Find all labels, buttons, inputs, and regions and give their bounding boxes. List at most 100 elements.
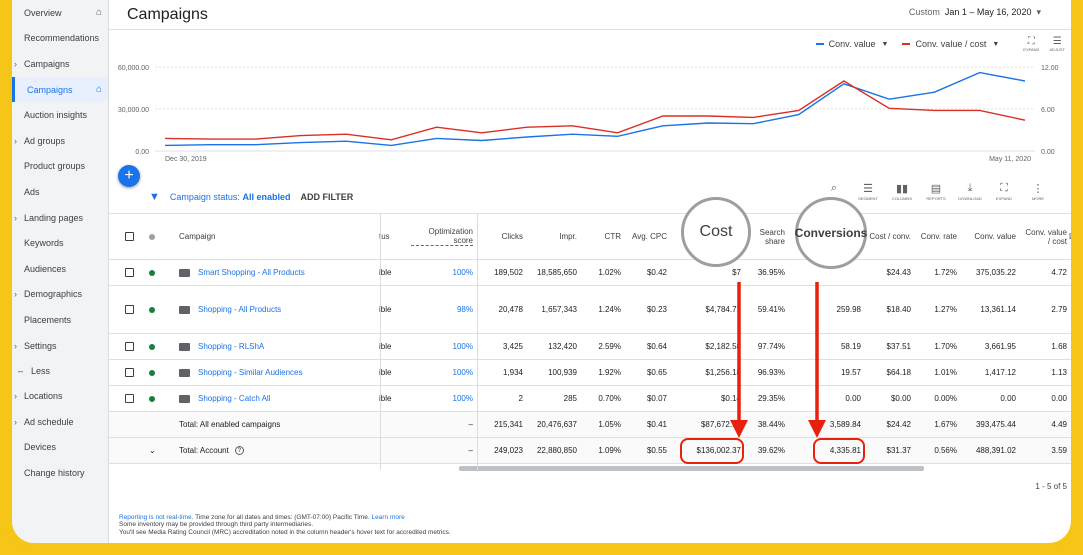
sidebar-item[interactable]: Settings bbox=[12, 333, 108, 359]
y-right-tick-label: 12.00 bbox=[1041, 65, 1059, 72]
toolbar-download-button[interactable]: ⤓ DOWNLOAD bbox=[953, 182, 987, 201]
sidebar-item[interactable]: Placements bbox=[12, 307, 108, 333]
campaign-name-link[interactable]: Shopping - Similar Audiences bbox=[198, 368, 303, 377]
columns-icon: ▮▮ bbox=[895, 183, 909, 195]
learn-more-link[interactable]: Learn more bbox=[371, 514, 405, 521]
sidebar-item[interactable]: Ad groups bbox=[12, 128, 108, 154]
metric2-selector[interactable]: Conv. value / cost ▼ bbox=[902, 39, 999, 49]
cell-conv: 58.19 bbox=[840, 342, 861, 351]
toolbar-expand-button[interactable]: ⛶ EXPAND bbox=[987, 182, 1021, 201]
total-cell-clicks: 215,341 bbox=[494, 420, 523, 429]
sidebar-item[interactable]: Recommendations bbox=[12, 26, 108, 52]
col-header-conv_value[interactable]: Conv. value bbox=[974, 232, 1016, 241]
chevron-down-icon: ▾ bbox=[1033, 7, 1041, 17]
horizontal-scrollbar[interactable] bbox=[459, 466, 924, 471]
select-all-checkbox[interactable] bbox=[125, 232, 134, 241]
sidebar-item[interactable]: Overview ⌂ bbox=[12, 0, 108, 26]
help-icon[interactable]: ? bbox=[234, 446, 244, 455]
col-header-conv_rate[interactable]: Conv. rate bbox=[920, 232, 957, 241]
cell-opt[interactable]: 100% bbox=[452, 394, 473, 403]
sidebar-item[interactable]: Ad schedule bbox=[12, 409, 108, 435]
toolbar-more-button[interactable]: ⋮ MORE bbox=[1021, 182, 1055, 201]
col-header-status[interactable]: tus bbox=[379, 232, 390, 241]
chart-adjust-button[interactable]: ☰ ADJUST bbox=[1049, 36, 1065, 52]
sidebar-item[interactable]: Campaigns bbox=[12, 51, 108, 77]
cell-status: ible bbox=[379, 268, 392, 277]
edge-marker bbox=[1076, 290, 1079, 307]
toolbar-columns-button[interactable]: ▮▮ COLUMNS bbox=[885, 182, 919, 201]
row-checkbox[interactable] bbox=[125, 342, 134, 351]
cell-cpc: $0.07 bbox=[646, 394, 667, 403]
sidebar-item[interactable]: Keywords bbox=[12, 230, 108, 256]
toolbar-reports-button[interactable]: ▤ REPORTS bbox=[919, 182, 953, 201]
campaign-name-link[interactable]: Smart Shopping - All Products bbox=[198, 268, 305, 277]
row-checkbox[interactable] bbox=[125, 268, 134, 277]
sidebar-item[interactable]: Ads bbox=[12, 179, 108, 205]
add-filter-button[interactable]: ADD FILTER bbox=[300, 191, 354, 202]
col-header-clicks[interactable]: Clicks bbox=[501, 232, 523, 241]
cell-opt[interactable]: 100% bbox=[452, 268, 473, 277]
sidebar-item[interactable]: Demographics bbox=[12, 282, 108, 308]
campaign-name-link[interactable]: Shopping - Catch All bbox=[198, 394, 271, 403]
cost-total-highlight bbox=[680, 438, 744, 464]
cell-conv_value: 375,035.22 bbox=[975, 268, 1016, 277]
cell-cost_conv: $64.18 bbox=[886, 368, 911, 377]
cell-clicks: 20,478 bbox=[498, 305, 523, 314]
cell-opt[interactable]: 98% bbox=[456, 305, 473, 314]
col-header-impr[interactable]: Impr. bbox=[559, 232, 577, 241]
toolbar-search-button[interactable]: ⌕ bbox=[817, 182, 851, 201]
status-dot-icon bbox=[149, 233, 155, 240]
sidebar-item[interactable]: Audiences bbox=[12, 256, 108, 282]
col-header-campaign[interactable]: Campaign bbox=[179, 232, 216, 241]
sidebar-item[interactable]: Product groups bbox=[12, 154, 108, 180]
cell-vc: 1.13 bbox=[1051, 368, 1067, 377]
campaign-status-filter[interactable]: Campaign status: All enabled bbox=[170, 192, 291, 202]
shopping-campaign-icon bbox=[179, 394, 190, 403]
shopping-campaign-icon bbox=[179, 305, 190, 314]
cell-vc: 2.79 bbox=[1051, 305, 1067, 314]
footer-notes: Reporting is not real-time. Time zone fo… bbox=[119, 514, 451, 536]
col-header-vc[interactable]: Conv. value / cost bbox=[1025, 227, 1067, 246]
expand-chevron-icon[interactable]: ⌄ bbox=[149, 446, 156, 455]
cell-cpc: $0.23 bbox=[646, 305, 667, 314]
date-range-selector[interactable]: Custom Jan 1 – May 16, 2020 ▾ bbox=[909, 7, 1041, 18]
sidebar-item[interactable]: Landing pages bbox=[12, 205, 108, 231]
y-right-tick-label: 0.00 bbox=[1041, 149, 1055, 156]
campaign-name-link[interactable]: Shopping - All Products bbox=[198, 305, 282, 314]
cell-clicks: 1,934 bbox=[502, 368, 523, 377]
chart-expand-button[interactable]: ⛶ EXPAND bbox=[1023, 36, 1039, 52]
col-header-opt[interactable]: Optimization score bbox=[411, 227, 473, 246]
total-cell-cost: $136,002.37 bbox=[696, 446, 742, 455]
row-checkbox[interactable] bbox=[125, 394, 134, 403]
sidebar-item[interactable]: Locations bbox=[12, 383, 108, 409]
col-header-share[interactable]: Search share bbox=[759, 227, 785, 246]
col-header-last[interactable]: La bbox=[1069, 232, 1078, 241]
campaign-name-link[interactable]: Shopping - RLShA bbox=[198, 342, 265, 351]
total-cell-conv: 4,335.81 bbox=[829, 446, 861, 455]
sidebar-item[interactable]: Auction insights bbox=[12, 102, 108, 128]
metric1-selector[interactable]: Conv. value ▼ bbox=[815, 39, 888, 49]
sidebar-item-label: Change history bbox=[24, 467, 85, 478]
toolbar-segment-button[interactable]: ☰ SEGMENT bbox=[851, 182, 885, 201]
cell-opt[interactable]: 100% bbox=[452, 368, 473, 377]
total-cell-cpc: $0.41 bbox=[646, 420, 667, 429]
col-header-cpc[interactable]: Avg. CPC bbox=[632, 232, 667, 241]
filter-icon[interactable]: ▼ bbox=[149, 190, 160, 203]
row-checkbox[interactable] bbox=[125, 305, 134, 314]
col-header-cost_conv[interactable]: Cost / conv. bbox=[869, 232, 911, 241]
realtime-link[interactable]: Reporting is not real-time. bbox=[119, 514, 194, 521]
add-campaign-button[interactable]: + bbox=[118, 165, 140, 187]
app-frame: Overview⌂RecommendationsCampaignsCampaig… bbox=[4, 0, 1079, 551]
sidebar-item[interactable]: Change history bbox=[12, 460, 108, 486]
table-row: ⌄ Total: Account? – 249,023 22,880,850 1.09% $… bbox=[109, 438, 1071, 464]
row-checkbox[interactable] bbox=[125, 368, 134, 377]
sidebar-item[interactable]: Campaigns ⌂ bbox=[12, 76, 108, 103]
sidebar-item[interactable]: Devices bbox=[12, 435, 108, 461]
sidebar-less-toggle[interactable]: – Less bbox=[12, 358, 108, 383]
sidebar-item-label: Campaigns bbox=[27, 84, 73, 95]
sidebar-item-label: Keywords bbox=[24, 238, 64, 249]
total-cell-conv_value: 393,475.44 bbox=[975, 420, 1016, 429]
col-header-ctr[interactable]: CTR bbox=[604, 232, 621, 241]
table-row: Campaign tus Optimization score Clicks Impr.… bbox=[109, 214, 1071, 260]
cell-opt[interactable]: 100% bbox=[452, 342, 473, 351]
